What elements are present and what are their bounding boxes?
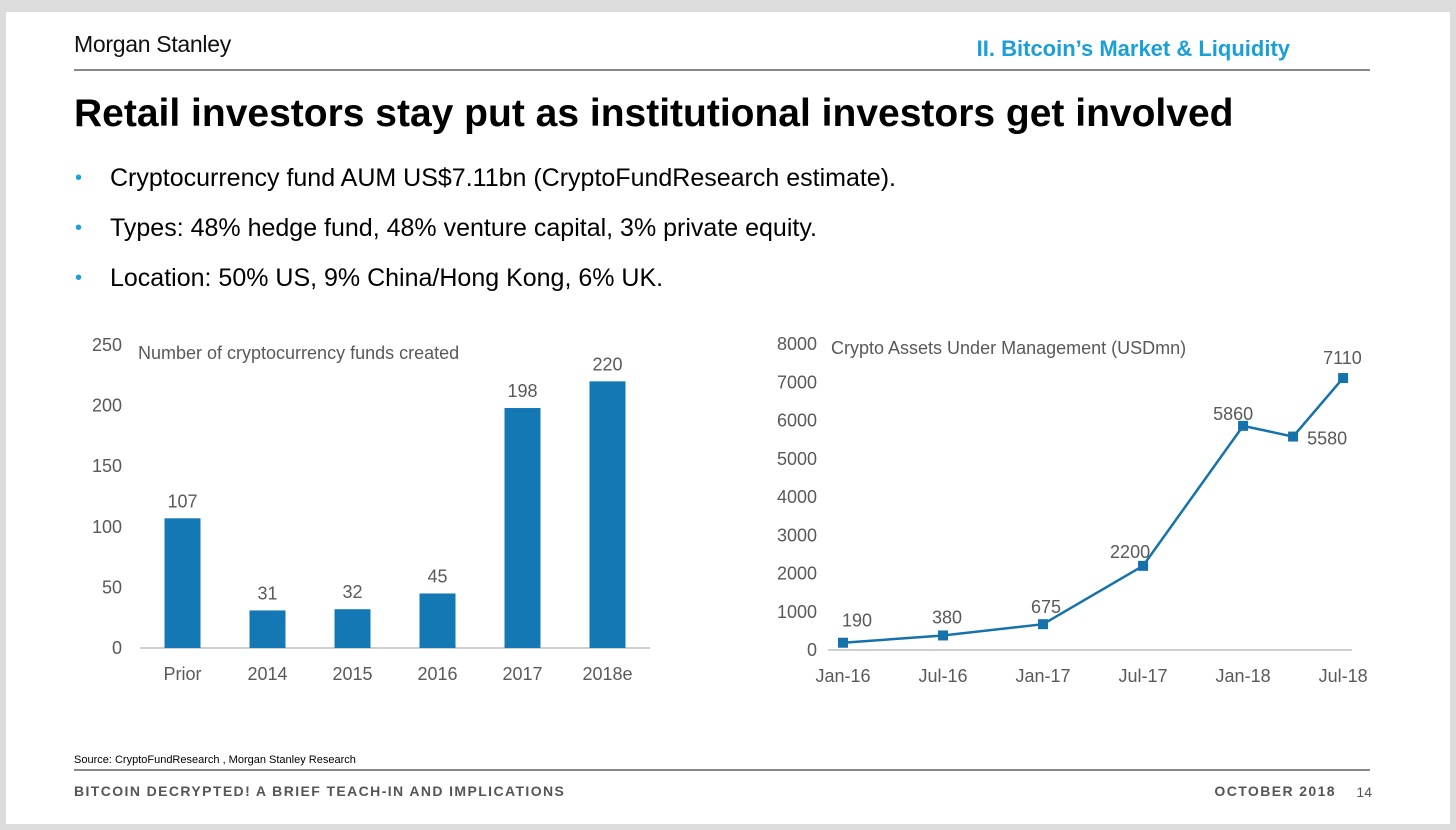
series-line [842,377,1345,644]
bullet-dot-icon: • [75,217,83,239]
data-label: 190 [842,611,872,631]
x-tick-label: Jul-18 [1319,666,1368,686]
bullet-text: Location: 50% US, 9% China/Hong Kong, 6%… [110,264,664,292]
data-label: 32 [342,582,362,602]
page-number: 14 [1356,784,1372,800]
bar [249,610,286,648]
y-tick-label: 250 [92,335,122,355]
data-label: 31 [257,583,277,603]
bullet-text: Cryptocurrency fund AUM US$7.11bn (Crypt… [110,164,896,192]
data-label: 45 [427,566,447,586]
x-tick-label: Jan-17 [1016,666,1071,686]
footer-divider [74,769,1370,771]
y-tick-label: 100 [92,517,122,537]
data-point-marker [938,630,949,641]
bar [504,408,541,648]
data-point-marker [1288,431,1299,442]
bullet-item: • Types: 48% hedge fund, 48% venture capi… [74,210,896,260]
bullet-dot-icon: • [75,267,83,289]
y-tick-label: 200 [92,396,122,416]
y-tick-label: 2000 [777,564,817,584]
y-tick-label: 0 [112,638,122,658]
data-label: 675 [1031,597,1061,617]
data-point-marker [838,637,848,648]
section-title: II. Bitcoin’s Market & Liquidity [976,36,1290,61]
data-label: 380 [932,607,962,627]
bullet-text: Types: 48% hedge fund, 48% venture capit… [110,214,817,242]
y-tick-label: 7000 [777,372,817,392]
data-label: 198 [507,381,537,401]
x-tick-label: Jan-16 [815,666,870,686]
y-tick-label: 3000 [777,525,817,545]
bar [164,518,201,648]
x-tick-label: 2017 [502,664,542,684]
y-tick-label: 8000 [777,334,817,354]
x-tick-label: Jul-16 [919,666,968,686]
data-label: 5580 [1307,429,1347,449]
footer-report-title: BITCOIN DECRYPTED! A BRIEF TEACH-IN AND … [74,783,566,799]
chart-title: Crypto Assets Under Management (USDmn) [831,338,1186,358]
data-label: 2200 [1110,542,1150,562]
morgan-stanley-logo: Morgan Stanley [74,31,231,57]
data-point-marker [1238,420,1249,431]
bullet-dot-icon: • [75,167,83,189]
data-label: 7110 [1323,348,1362,368]
page-title: Retail investors stay put as institution… [74,92,1234,135]
x-tick-label: 2018e [582,664,632,684]
y-tick-label: 150 [92,456,122,476]
data-label: 5860 [1213,404,1253,424]
bar [334,609,371,648]
bar [589,381,626,648]
x-tick-label: 2015 [332,664,372,684]
source-note: Source: CryptoFundResearch , Morgan Stan… [74,754,356,766]
data-point-marker [1038,619,1049,630]
data-label: 107 [167,491,197,511]
y-tick-label: 1000 [777,602,817,622]
y-tick-label: 6000 [777,411,817,431]
x-tick-label: Jul-17 [1119,666,1168,686]
x-tick-label: Jan-18 [1216,666,1271,686]
bar [419,593,456,648]
x-tick-label: 2014 [247,664,287,684]
y-tick-label: 4000 [777,487,817,507]
data-point-marker [1338,373,1349,384]
bullet-list: • Cryptocurrency fund AUM US$7.11bn (Cryp… [74,160,896,310]
funds-created-bar-chart: 0 50 100 150 200 250 107 Prior 31 2014 32 2015 45 201… [92,335,650,684]
y-tick-label: 50 [102,577,122,597]
x-tick-label: 2016 [417,664,457,684]
y-tick-label: 0 [807,640,817,660]
x-tick-label: Prior [163,664,201,684]
data-label: 220 [592,354,622,374]
bullet-item: • Location: 50% US, 9% China/Hong Kong, 6… [74,260,896,310]
header-divider [74,69,1370,71]
data-point-marker [1138,560,1149,571]
crypto-aum-line-chart: 0 1000 2000 3000 4000 5000 6000 7000 8000 Jan-16 J… [777,334,1368,686]
slide [6,12,1450,824]
footer-date: OCTOBER 2018 [1214,783,1336,799]
bullet-item: • Cryptocurrency fund AUM US$7.11bn (Cryp… [74,160,896,210]
chart-title: Number of cryptocurrency funds created [138,343,459,363]
y-tick-label: 5000 [777,449,817,469]
